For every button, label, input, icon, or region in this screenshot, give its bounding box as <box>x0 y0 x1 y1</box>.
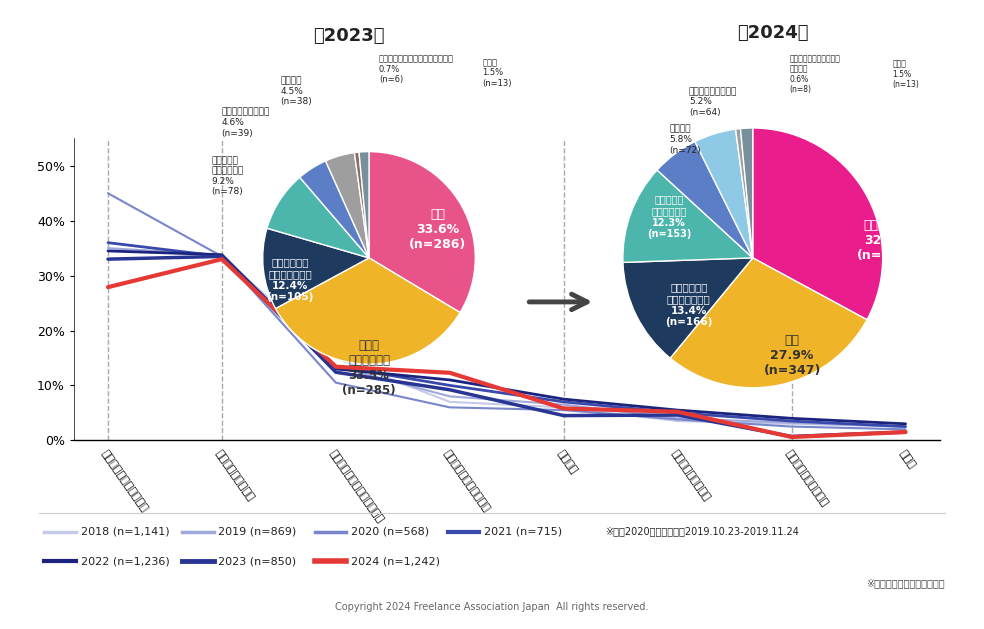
Text: 2019 (n=869): 2019 (n=869) <box>218 526 297 537</box>
Wedge shape <box>354 152 369 258</box>
Text: 人脈
33.6%
(n=286): 人脈 33.6% (n=286) <box>409 208 466 251</box>
Text: 2021 (n=715): 2021 (n=715) <box>484 526 562 537</box>
Wedge shape <box>753 128 883 320</box>
Text: その他
1.5%
(n=13): その他 1.5% (n=13) <box>892 59 919 89</box>
Text: エージェント
サービスの利用
13.4%
(n=166): エージェント サービスの利用 13.4% (n=166) <box>665 282 712 328</box>
Text: 2020 (n=568): 2020 (n=568) <box>351 526 429 537</box>
Text: 2024 (n=1,242): 2024 (n=1,242) <box>351 556 440 566</box>
Text: 求人広告
5.8%
(n=72): 求人広告 5.8% (n=72) <box>669 125 701 155</box>
Text: 求人広告
4.5%
(n=38): 求人広告 4.5% (n=38) <box>280 76 312 106</box>
Wedge shape <box>670 258 867 387</box>
Text: クラウドソーシング
5.2%
(n=64): クラウドソーシング 5.2% (n=64) <box>689 87 737 117</box>
Text: 過去・
現在の取引先
33.5%
(n=285): 過去・ 現在の取引先 33.5% (n=285) <box>342 339 396 397</box>
Wedge shape <box>657 142 753 258</box>
Text: 2023 (n=850): 2023 (n=850) <box>218 556 296 566</box>
Text: Copyright 2024 Freelance Association Japan  All rights reserved.: Copyright 2024 Freelance Association Jap… <box>336 602 648 612</box>
Text: 。2024〃: 。2024〃 <box>737 24 808 42</box>
Wedge shape <box>736 128 753 258</box>
Text: クラウドソーシング
4.6%
(n=39): クラウドソーシング 4.6% (n=39) <box>221 108 270 138</box>
Wedge shape <box>300 161 369 258</box>
Text: シェアリングエコノミーサービス
0.7%
(n=6): シェアリングエコノミーサービス 0.7% (n=6) <box>379 54 454 84</box>
Wedge shape <box>276 258 461 364</box>
Wedge shape <box>267 177 369 258</box>
Text: 過去・
現在の取引先
32.7%
(n=406): 過去・ 現在の取引先 32.7% (n=406) <box>857 204 914 262</box>
Wedge shape <box>359 152 369 258</box>
Text: ※小数点以下第二位四捨五入: ※小数点以下第二位四捨五入 <box>866 578 945 588</box>
Text: 2022 (n=1,236): 2022 (n=1,236) <box>81 556 169 566</box>
Text: 自分自身の
広告宣伝活動
9.2%
(n=78): 自分自身の 広告宣伝活動 9.2% (n=78) <box>212 156 244 196</box>
Text: 。2023〃: 。2023〃 <box>314 27 385 45</box>
Wedge shape <box>623 170 753 262</box>
Wedge shape <box>623 258 753 358</box>
Text: その他
1.5%
(n=13): その他 1.5% (n=13) <box>482 58 512 88</box>
Wedge shape <box>369 152 475 313</box>
Text: シェアリングエコノミー
サービス
0.6%
(n=8): シェアリングエコノミー サービス 0.6% (n=8) <box>789 54 840 94</box>
Wedge shape <box>695 129 753 258</box>
Wedge shape <box>326 153 369 258</box>
Text: 2018 (n=1,141): 2018 (n=1,141) <box>81 526 169 537</box>
Text: ※白書2020の実施時期は2019.10.23-2019.11.24: ※白書2020の実施時期は2019.10.23-2019.11.24 <box>605 526 799 537</box>
Text: 自分自身の
広告宣伝活動
12.3%
(n=153): 自分自身の 広告宣伝活動 12.3% (n=153) <box>646 194 692 240</box>
Wedge shape <box>263 228 369 308</box>
Wedge shape <box>741 128 753 258</box>
Text: 人脈
27.9%
(n=347): 人脈 27.9% (n=347) <box>764 334 821 377</box>
Text: エージェント
サービスの利用
12.4%
(n=105): エージェント サービスの利用 12.4% (n=105) <box>267 257 314 303</box>
